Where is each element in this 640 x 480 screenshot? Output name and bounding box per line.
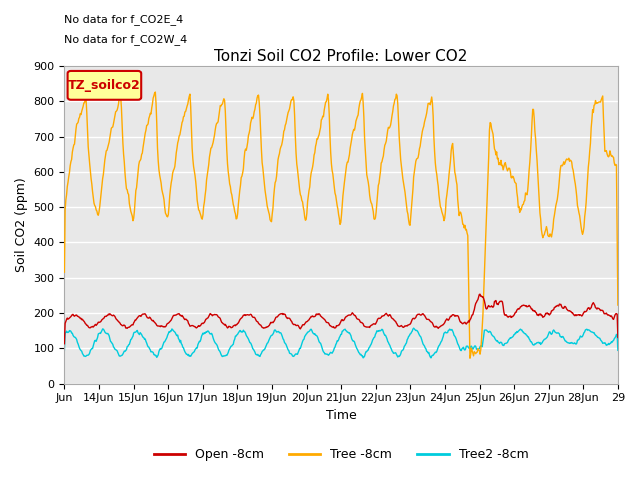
Legend: Open -8cm, Tree -8cm, Tree2 -8cm: Open -8cm, Tree -8cm, Tree2 -8cm: [149, 443, 533, 466]
Text: TZ_soilco2: TZ_soilco2: [68, 79, 141, 92]
Y-axis label: Soil CO2 (ppm): Soil CO2 (ppm): [15, 178, 28, 272]
X-axis label: Time: Time: [326, 409, 356, 422]
Title: Tonzi Soil CO2 Profile: Lower CO2: Tonzi Soil CO2 Profile: Lower CO2: [214, 48, 468, 63]
Text: No data for f_CO2E_4: No data for f_CO2E_4: [65, 14, 184, 25]
Text: No data for f_CO2W_4: No data for f_CO2W_4: [65, 34, 188, 45]
